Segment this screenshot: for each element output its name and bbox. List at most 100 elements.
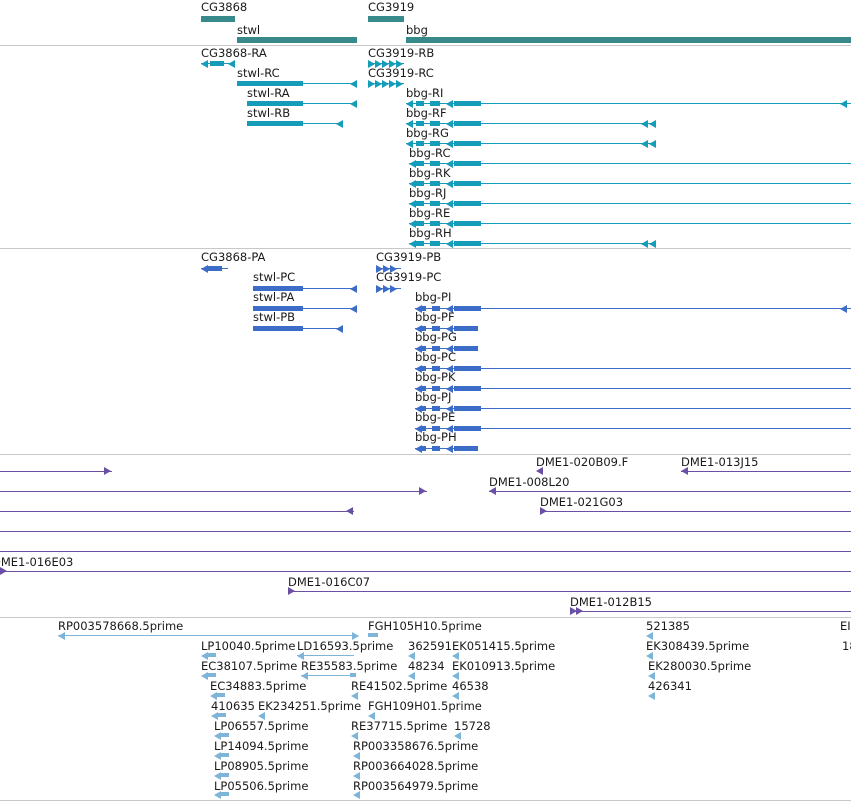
intron-line [406,143,655,144]
exon-block [430,201,440,206]
transcript-label: CG3919-RB [368,46,435,60]
gene-label: CG3868 [201,0,248,14]
transcript-label: bbg-RE [409,206,451,220]
strand-arrow-icon [408,672,415,680]
gene-label: bbg [406,23,428,37]
strand-arrow-icon [489,487,496,495]
strand-arrow-icon [368,60,375,68]
intron-line [406,123,655,124]
clone-line[interactable] [0,491,427,492]
exon-block [454,241,481,246]
clone-line[interactable] [0,471,112,472]
transcript-label: bbg-RG [406,126,449,140]
intron-line [409,183,851,184]
clone-label: DME1-016E03 [0,555,74,569]
strand-arrow-icon [415,305,422,313]
exon-block [432,386,440,391]
gene-label: stwl [237,23,261,37]
strand-arrow-icon [396,60,403,68]
clone-label: DME1-012B15 [570,595,652,609]
exon-block [420,426,426,431]
est-block [216,713,226,717]
intron-line [409,163,851,164]
strand-arrow-icon [214,791,221,799]
exon-block [416,241,424,246]
strand-arrow-icon [336,120,343,128]
exon-block [454,406,481,411]
strand-arrow-icon [452,692,459,700]
strand-arrow-icon [368,80,375,88]
intron-line [415,348,478,349]
gene-bar[interactable] [201,16,235,22]
strand-arrow-icon [104,467,111,475]
strand-arrow-icon [409,240,416,248]
strand-arrow-icon [201,265,208,273]
strand-arrow-icon [201,652,208,660]
strand-arrow-icon [641,120,648,128]
est-label: EK051415.5prime [452,639,556,653]
exon-block [432,426,440,431]
strand-arrow-icon [415,365,422,373]
strand-arrow-icon [641,240,648,248]
strand-arrow-icon [258,712,265,720]
exon-block [430,221,440,226]
exon-block [247,121,303,126]
est-block [368,633,378,637]
strand-arrow-icon [382,60,389,68]
est-label: RP003564979.5prime [353,779,479,793]
gene-bar[interactable] [237,37,357,43]
exon-block [416,121,424,126]
est-label: EK010913.5prime [452,659,556,673]
strand-arrow-icon [446,345,453,353]
exon-block [430,161,440,166]
protein-label: bbg-PC [415,350,457,364]
strand-arrow-icon [214,772,221,780]
strand-arrow-icon [201,672,208,680]
strand-arrow-icon [383,265,390,273]
protein-label: CG3919-PB [376,250,442,264]
exon-block [454,161,481,166]
transcript-label: bbg-RK [409,166,451,180]
intron-line [253,308,355,309]
clone-line[interactable] [0,551,851,552]
est-label: EC34883.5prime [210,679,307,693]
est-label: 521385 [646,619,690,633]
exon-block [416,161,424,166]
est-label: 46538 [452,679,489,693]
clone-line[interactable] [0,511,354,512]
strand-arrow-icon [446,180,453,188]
gene-bar[interactable] [368,16,404,22]
clone-line[interactable] [0,531,851,532]
exon-block [420,406,426,411]
est-label: FGH105H10.5prime [368,619,482,633]
est-label: LP06557.5prime [214,719,309,733]
exon-block [253,326,303,331]
exon-block [454,181,481,186]
est-label: EC38107.5prime [201,659,298,673]
gene-bar[interactable] [406,37,851,43]
strand-arrow-icon [840,100,847,108]
strand-arrow-icon [375,60,382,68]
clone-line [540,511,851,512]
strand-arrow-icon [446,365,453,373]
strand-arrow-icon [415,445,422,453]
strand-arrow-icon [409,180,416,188]
strand-arrow-icon [446,240,453,248]
protein-label: bbg-PG [415,330,457,344]
strand-arrow-icon [406,120,413,128]
strand-arrow-icon [383,285,390,293]
strand-arrow-icon [409,220,416,228]
intron-line [415,328,478,329]
transcript-label: bbg-RI [406,86,444,100]
est-label: 48234 [408,659,445,673]
strand-arrow-icon [406,100,413,108]
strand-arrow-icon [390,265,397,273]
exon-block [420,306,426,311]
strand-arrow-icon [376,265,383,273]
strand-arrow-icon [211,712,218,720]
exon-block [454,386,481,391]
est-label: LP05506.5prime [214,779,309,793]
strand-arrow-icon [446,305,453,313]
intron-line [409,243,655,244]
